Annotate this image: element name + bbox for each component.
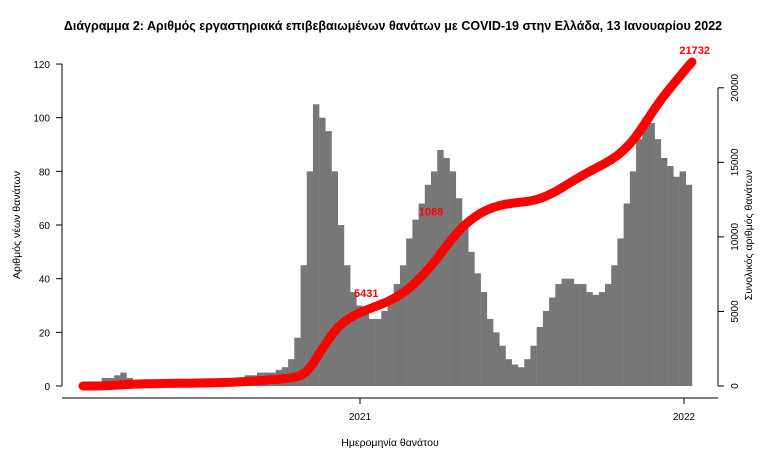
cumulative-deaths-line: [78, 57, 697, 391]
bar: [468, 251, 475, 386]
y-right-axis-label: Συνολικός αριθμός θανάτων: [743, 170, 755, 300]
bar: [362, 313, 370, 386]
bar: [399, 265, 407, 386]
bar: [462, 225, 469, 386]
line-annotation: 21732: [679, 45, 710, 57]
y-right-tick-label: 0: [730, 383, 741, 389]
bar: [555, 284, 562, 386]
bar: [474, 273, 481, 386]
bar: [114, 375, 121, 386]
bar: [424, 184, 432, 386]
bar: [598, 292, 606, 386]
bar: [387, 297, 394, 386]
bar: [617, 238, 624, 386]
y-tick-label: 80: [39, 167, 51, 178]
y-right-tick-label: 10000: [730, 223, 741, 251]
bar: [518, 367, 525, 386]
bar: [455, 198, 463, 386]
bar: [337, 225, 345, 386]
y-tick-label: 40: [39, 275, 51, 286]
line-annotation: 1088: [419, 207, 443, 219]
bar: [294, 337, 301, 386]
bar: [443, 157, 450, 386]
y-tick-label: 0: [44, 382, 50, 393]
axes: 0 20 40 60 80 100 120 0 5000 10000 15000 20000 2021 2…: [33, 60, 741, 423]
bar: [312, 104, 320, 386]
y-right-tick-label: 20000: [730, 73, 741, 101]
bar: [375, 318, 382, 386]
y-tick-label: 20: [39, 328, 51, 339]
bar: [592, 294, 599, 386]
bar: [368, 318, 376, 386]
cumulative-line-group: 5431 1088 21732: [78, 45, 710, 391]
bar: [654, 139, 662, 386]
bar: [499, 345, 506, 386]
bar: [673, 176, 680, 386]
bar: [325, 131, 332, 386]
y-right-tick-label: 5000: [730, 300, 741, 323]
bar: [586, 292, 593, 386]
bar: [319, 117, 326, 386]
bars: [95, 104, 693, 386]
bar: [505, 359, 512, 386]
bar: [636, 139, 643, 386]
bar: [623, 203, 631, 386]
bar: [567, 278, 575, 386]
bar: [486, 318, 494, 386]
bar: [667, 165, 674, 386]
bar: [629, 171, 637, 386]
bar: [288, 359, 295, 386]
bar: [356, 305, 363, 386]
bar: [524, 359, 531, 386]
bar: [679, 171, 686, 386]
bar: [418, 203, 425, 386]
bar: [530, 345, 537, 386]
bar: [549, 297, 556, 386]
bar: [542, 310, 550, 386]
y-tick-label: 120: [33, 60, 50, 71]
x-axis-label: Ημερομηνία θανάτου: [341, 437, 439, 449]
x-tick-label: 2022: [673, 412, 696, 423]
bar: [580, 284, 587, 386]
bar: [344, 265, 351, 386]
bar: [431, 171, 438, 386]
bar: [300, 265, 307, 386]
y-axis-label: Αριθμός νέων θανάτων: [11, 171, 23, 279]
bar: [381, 310, 388, 386]
bar: [642, 117, 649, 386]
y-right-tick-label: 15000: [730, 148, 741, 176]
bar: [449, 171, 457, 386]
bar: [660, 157, 668, 386]
bar: [331, 171, 338, 386]
y-tick-label: 100: [33, 114, 50, 125]
line-annotation: 5431: [354, 288, 378, 300]
bar: [350, 292, 357, 386]
x-tick-label: 2021: [349, 412, 372, 423]
bar: [437, 149, 444, 386]
bar: [493, 332, 500, 386]
bar: [511, 364, 519, 386]
bar: [393, 284, 401, 386]
bar: [120, 372, 127, 386]
bar: [573, 284, 581, 386]
bar: [561, 278, 568, 386]
chart-title: Διάγραμμα 2: Αριθμός εργαστηριακά επιβεβ…: [64, 19, 722, 33]
y-tick-label: 60: [39, 221, 51, 232]
bar: [648, 123, 655, 386]
bar: [611, 265, 618, 386]
bar: [480, 292, 488, 386]
bar: [685, 184, 693, 386]
bar: [412, 219, 419, 386]
bar: [536, 326, 544, 386]
bar: [605, 284, 612, 386]
bar: [306, 171, 314, 386]
bar: [406, 238, 413, 386]
